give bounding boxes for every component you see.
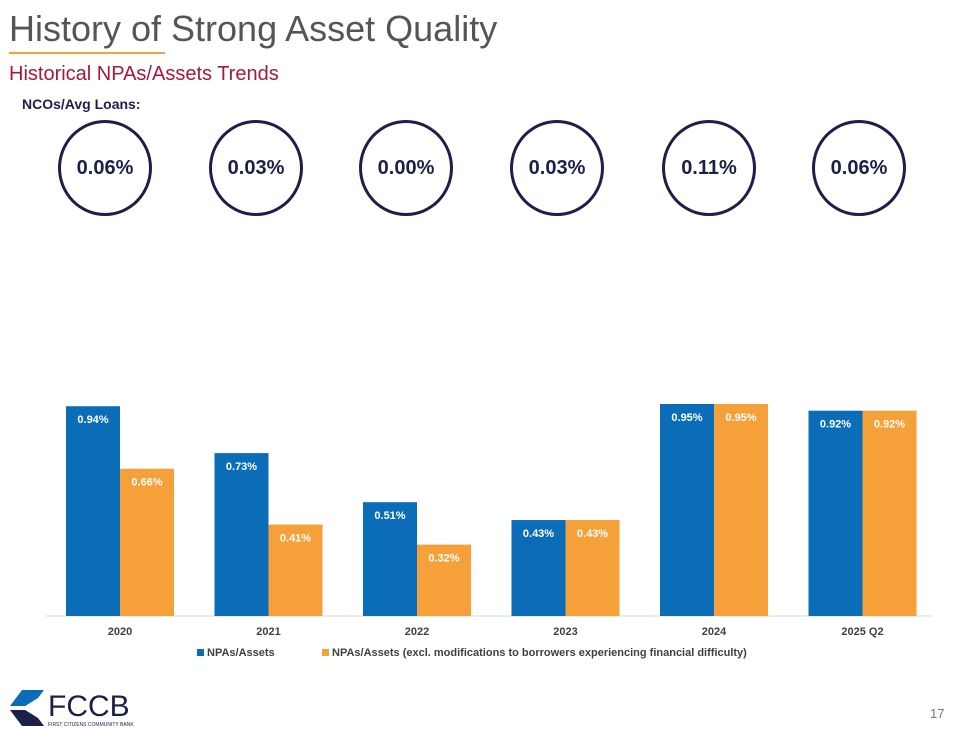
nco-circle-2023: 0.03% [510,120,604,216]
logo-text: FCCB [48,690,130,723]
bar-npa-excl-2022 [417,544,471,616]
bar-npa-2021 [214,453,269,616]
data-label: 0.92% [820,419,851,431]
x-tick-label: 2020 [108,626,132,638]
page-number: 17 [930,706,945,721]
nco-circle-2024: 0.11% [662,120,756,216]
bar-npa-excl-2023 [565,520,620,616]
x-tick-label: 2023 [553,626,577,638]
data-label: 0.73% [226,461,257,473]
data-label: 0.66% [131,477,162,489]
legend-npa-label: NPAs/Assets [207,647,275,659]
nco-circle-2022: 0.00% [359,120,453,216]
logo-mark-notch [22,698,38,718]
data-label: 0.95% [725,412,756,424]
bar-npa-excl-2024 [714,404,768,616]
x-tick-label: 2021 [256,626,280,638]
bar-npa-2020 [66,406,120,616]
x-tick-label: 2024 [702,626,727,638]
bar-npa-excl-2025-q2 [862,410,917,616]
nco-circle-2020: 0.06% [58,120,152,216]
data-label: 0.92% [874,419,905,431]
data-label: 0.51% [374,510,405,522]
data-label: 0.94% [77,414,108,426]
x-tick-label: 2025 Q2 [841,626,883,638]
data-label: 0.95% [671,412,702,424]
bar-npa-2023 [511,520,566,616]
bar-npa-excl-2020 [120,468,174,616]
legend-npa-swatch [197,649,204,656]
data-label: 0.43% [577,528,608,540]
nco-circle-2025q2: 0.06% [812,120,906,216]
title-underline [9,52,165,54]
data-label: 0.41% [280,533,311,545]
logo-mark-bottom [10,710,44,726]
bar-npa-2022 [363,502,417,616]
bar-npa-excl-2021 [268,524,323,616]
legend-npa-excl-label: NPAs/Assets (excl. modifications to borr… [332,647,747,659]
bar-npa-2025-q2 [808,410,863,616]
x-tick-label: 2022 [405,626,429,638]
npa-bar-chart: 0.94% 0.66% 2020 0.73% 0.41% 2021 0.51% 0.32% 20… [46,404,932,659]
data-label: 0.43% [523,528,554,540]
nco-circle-2021: 0.03% [209,120,303,216]
bar-npa-2024 [660,404,714,616]
data-label: 0.32% [428,553,459,565]
legend-npa-excl-swatch [322,649,329,656]
nco-label: NCOs/Avg Loans: [22,96,141,112]
logo-mark-top [10,690,44,706]
fccb-logo: FCCB FIRST CITIZENS COMMUNITY BANK [10,690,134,728]
logo-tagline: FIRST CITIZENS COMMUNITY BANK [48,722,134,728]
page-title: History of Strong Asset Quality [9,8,498,49]
page-subtitle: Historical NPAs/Assets Trends [9,63,279,85]
